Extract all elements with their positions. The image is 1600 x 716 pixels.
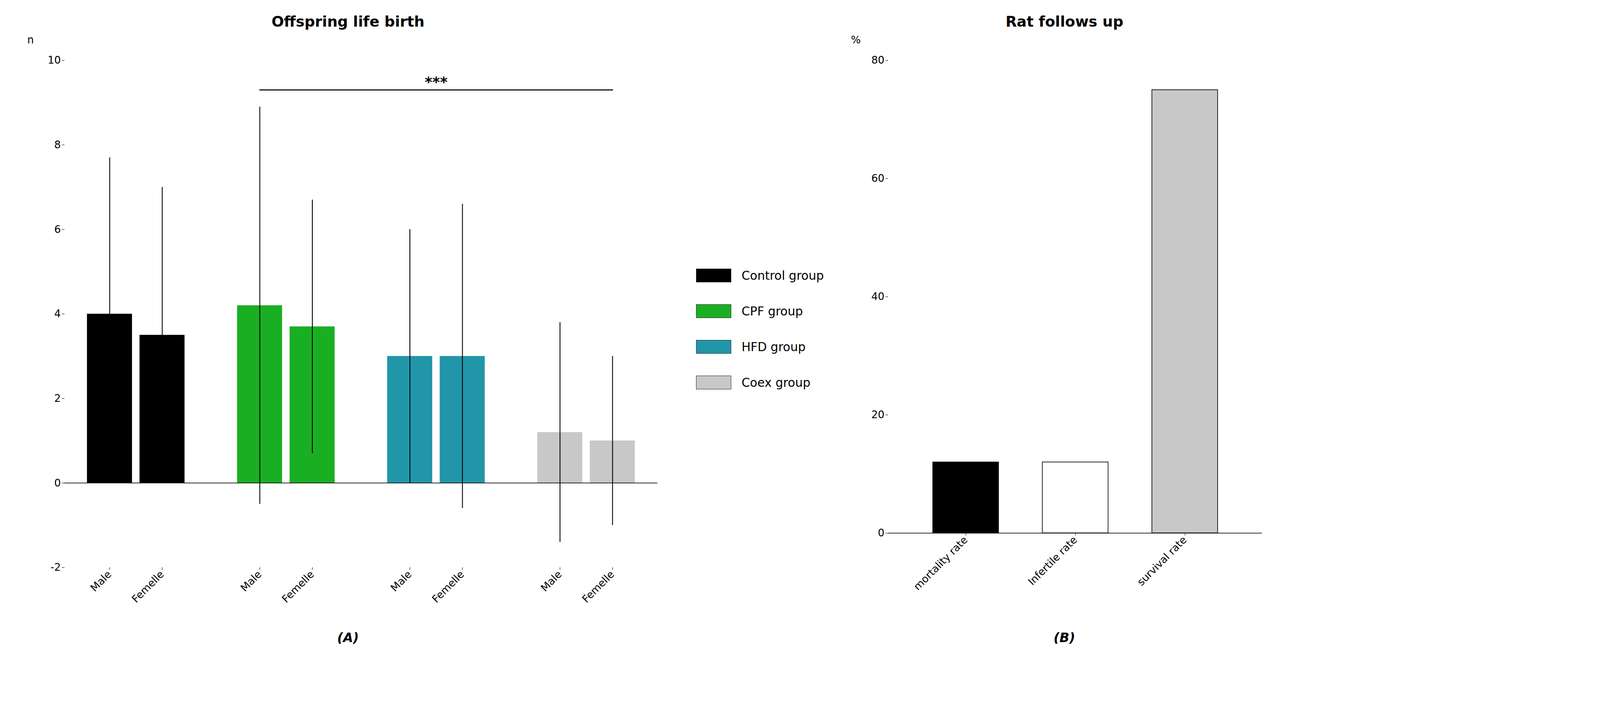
svg-text:2: 2 <box>54 392 61 405</box>
svg-text:n: n <box>27 34 34 46</box>
svg-text:Infertile rate: Infertile rate <box>1025 533 1080 588</box>
svg-text:Femelle: Femelle <box>429 567 467 605</box>
svg-text:60: 60 <box>871 172 885 185</box>
svg-text:0: 0 <box>54 476 61 489</box>
svg-text:survival rate: survival rate <box>1135 533 1190 588</box>
html-text:Offspring life birth: Offspring life birth <box>271 12 425 31</box>
html-text:HFD group: HFD group <box>741 339 806 354</box>
svg-text:0: 0 <box>878 526 885 539</box>
html-text:Coex group: Coex group <box>741 375 811 390</box>
svg-text:10: 10 <box>47 54 62 67</box>
html-text:Control group: Control group <box>741 268 824 283</box>
svg-text:Male: Male <box>88 567 114 594</box>
svg-text:Male: Male <box>238 567 264 594</box>
html-text:Rat follows up: Rat follows up <box>1005 12 1124 31</box>
html-text:CPF group: CPF group <box>741 303 803 319</box>
html-text:(A): (A) <box>337 629 359 645</box>
svg-text:4: 4 <box>54 307 61 320</box>
svg-text:Femelle: Femelle <box>579 567 617 605</box>
svg-text:40: 40 <box>871 290 885 303</box>
svg-text:8: 8 <box>54 138 61 151</box>
svg-text:Femelle: Femelle <box>129 567 167 605</box>
svg-text:Male: Male <box>388 567 415 594</box>
svg-text:***: *** <box>424 73 449 91</box>
svg-text:mortality rate: mortality rate <box>911 533 971 593</box>
svg-text:-2: -2 <box>50 561 62 574</box>
svg-text:80: 80 <box>871 54 885 67</box>
svg-text:6: 6 <box>54 223 61 236</box>
svg-text:20: 20 <box>871 408 885 421</box>
html-text:(B): (B) <box>1053 629 1076 645</box>
svg-text:Male: Male <box>538 567 565 594</box>
svg-text:Femelle: Femelle <box>279 567 317 605</box>
svg-text:%: % <box>851 34 862 46</box>
